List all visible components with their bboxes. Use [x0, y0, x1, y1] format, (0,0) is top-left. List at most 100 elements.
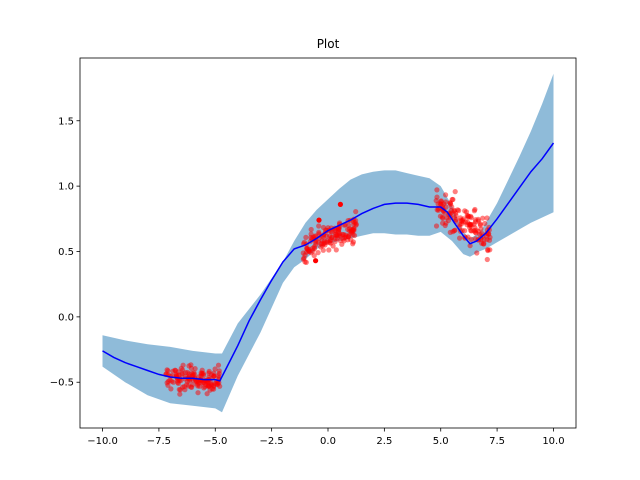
scatter-point — [322, 242, 328, 248]
scatter-point — [462, 228, 468, 234]
scatter-point — [315, 250, 321, 256]
scatter-point — [178, 365, 184, 371]
scatter-point — [199, 367, 205, 373]
scatter-point — [316, 239, 322, 245]
scatter-point — [177, 391, 183, 397]
scatter-point — [316, 229, 322, 235]
scatter-point — [353, 222, 359, 228]
scatter-point — [188, 362, 194, 368]
scatter-point — [472, 206, 478, 213]
x-tick-label: 2.5 — [376, 436, 392, 447]
scatter-point — [304, 245, 310, 252]
scatter-point — [477, 221, 483, 227]
scatter-point — [333, 247, 339, 253]
scatter-point — [337, 201, 343, 207]
scatter-point — [195, 390, 201, 396]
scatter-point — [316, 217, 322, 223]
scatter-point — [473, 227, 479, 233]
y-tick-label: 0.0 — [58, 312, 74, 323]
mean-line-layer — [102, 142, 555, 382]
scatter-point — [484, 215, 490, 221]
scatter-point — [486, 224, 492, 230]
scatter-point — [478, 226, 484, 232]
scatter-point — [461, 216, 467, 222]
scatter-point — [437, 201, 443, 207]
scatter-point — [449, 196, 455, 203]
scatter-point — [205, 383, 211, 389]
scatter-point — [443, 220, 449, 226]
scatter-point — [215, 362, 222, 368]
scatter-point — [467, 243, 473, 249]
scatter-point — [452, 189, 458, 195]
scatter-point — [451, 215, 457, 221]
scatter-point — [439, 206, 445, 212]
x-tick-label: −5.0 — [203, 436, 227, 447]
scatter-point — [487, 247, 493, 253]
scatter-point — [351, 232, 358, 239]
scatter-point — [172, 367, 179, 374]
scatter-point — [452, 210, 459, 216]
scatter-point — [434, 187, 440, 193]
scatter-point — [185, 383, 192, 389]
scatter-point — [301, 255, 307, 261]
scatter-point — [192, 366, 198, 372]
scatter-point — [329, 235, 335, 241]
scatter-point — [326, 239, 332, 246]
scatter-point — [480, 215, 486, 221]
scatter-layer — [163, 187, 493, 397]
scatter-point — [339, 231, 346, 238]
scatter-point — [353, 209, 359, 215]
scatter-point — [323, 233, 330, 239]
scatter-point — [326, 247, 332, 253]
mean-line — [102, 142, 555, 382]
scatter-point — [325, 225, 331, 231]
scatter-point — [350, 239, 356, 245]
scatter-point — [468, 236, 474, 242]
y-tick-label: 0.5 — [58, 247, 74, 258]
x-tick-label: 5.0 — [433, 436, 449, 447]
scatter-point — [440, 215, 446, 221]
y-tick-label: 1.0 — [58, 182, 74, 193]
scatter-point — [480, 241, 487, 247]
scatter-point — [330, 243, 336, 249]
x-tick-label: −7.5 — [147, 436, 171, 447]
scatter-point — [443, 204, 449, 210]
scatter-point — [482, 220, 488, 227]
scatter-point — [320, 224, 327, 231]
scatter-point — [303, 234, 309, 240]
x-tick-label: 7.5 — [489, 436, 505, 447]
x-tick-label: 0.0 — [320, 436, 336, 447]
y-axis-ticks: −0.5 0.0 0.5 1.0 1.5 — [50, 116, 80, 389]
scatter-point — [336, 226, 342, 232]
scatter-point — [345, 234, 351, 240]
scatter-point — [167, 377, 173, 383]
scatter-point — [443, 192, 449, 198]
y-tick-label: 1.5 — [58, 116, 74, 127]
scatter-point — [180, 384, 186, 390]
chart-title: Plot — [317, 37, 340, 51]
scatter-point — [211, 373, 217, 379]
scatter-point — [190, 382, 196, 388]
scatter-point — [164, 367, 170, 373]
scatter-point — [313, 258, 319, 264]
scatter-point — [308, 226, 314, 233]
scatter-point — [212, 366, 218, 372]
scatter-point — [310, 234, 316, 240]
scatter-point — [191, 370, 197, 376]
scatter-point — [484, 256, 490, 263]
x-tick-label: −2.5 — [259, 436, 283, 447]
scatter-point — [316, 223, 322, 229]
scatter-point — [434, 207, 440, 213]
scatter-point — [341, 238, 347, 244]
x-axis-ticks: −10.0 −7.5 −5.0 −2.5 0.0 2.5 5.0 7.5 10.0 — [87, 428, 565, 447]
y-tick-label: −0.5 — [50, 378, 74, 389]
scatter-point — [468, 227, 474, 234]
scatter-point — [433, 223, 440, 229]
scatter-point — [464, 212, 470, 218]
scatter-point — [308, 250, 314, 256]
scatter-point — [433, 198, 439, 204]
scatter-point — [201, 372, 207, 378]
scatter-point — [311, 246, 318, 252]
scatter-point — [303, 259, 309, 265]
